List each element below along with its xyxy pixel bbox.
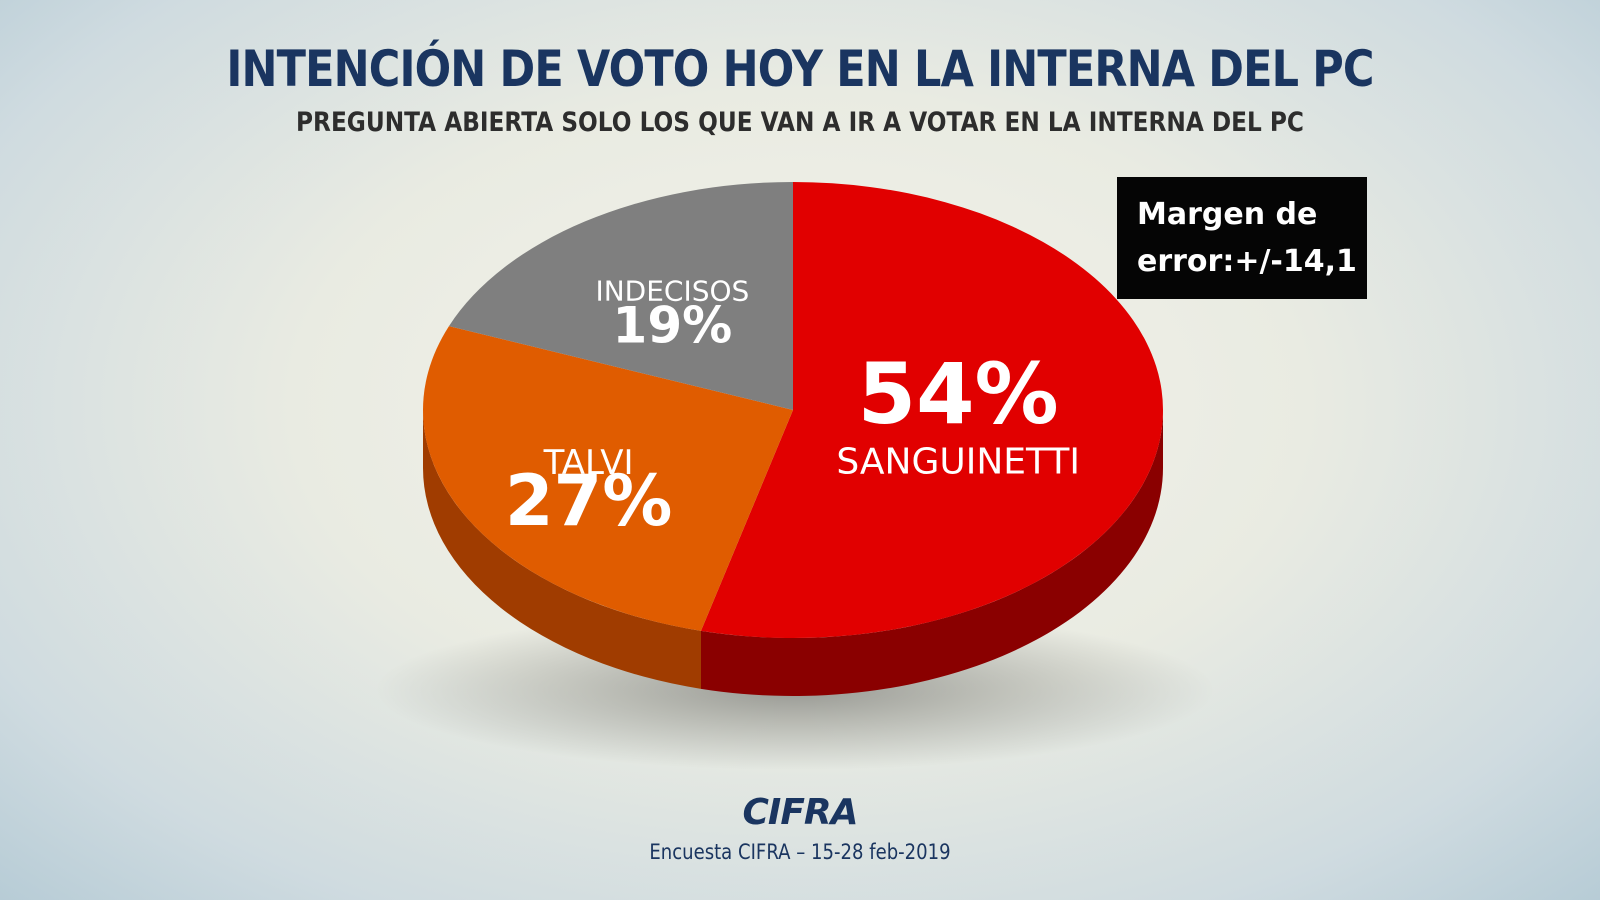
pie-slice-indecisos	[448, 182, 793, 410]
chart-title: INTENCIÓN DE VOTO HOY EN LA INTERNA DEL …	[226, 40, 1374, 98]
chart-subtitle: PREGUNTA ABIERTA SOLO LOS QUE VAN A IR A…	[296, 107, 1304, 138]
pie-side-talvi	[423, 410, 701, 689]
survey-source: Encuesta CIFRA – 15-28 feb-2019	[649, 840, 951, 864]
pie-slice-sanguinetti	[700, 182, 1164, 639]
cifra-logo: CIFRA	[742, 792, 859, 833]
pie-value-label-talvi: 27%	[505, 460, 673, 542]
pie-slice-talvi	[423, 326, 793, 631]
margin-of-error-line1: Margen de	[1137, 197, 1318, 232]
pie-value-label-sanguinetti: 54%	[858, 345, 1059, 443]
pie-name-label-indecisos: INDECISOS	[595, 275, 749, 308]
pie-side-sanguinetti	[700, 410, 1163, 696]
margin-of-error-box: Margen de error:+/-14,1	[1117, 177, 1367, 299]
pie-name-label-sanguinetti: SANGUINETTI	[836, 441, 1080, 482]
margin-of-error-line2: error:+/-14,1	[1137, 244, 1357, 279]
pie-name-label-talvi: TALVI	[543, 443, 634, 483]
pie-value-label-indecisos: 19%	[613, 297, 733, 355]
